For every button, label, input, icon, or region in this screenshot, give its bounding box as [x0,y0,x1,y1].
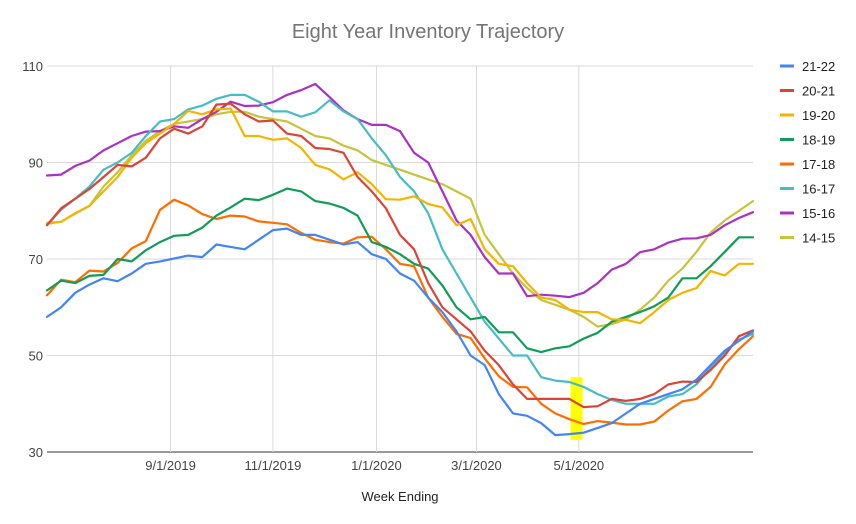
legend-label: 20-21 [802,84,835,99]
y-tick-label: 70 [29,252,43,267]
chart-title: Eight Year Inventory Trajectory [292,21,564,43]
legend-label: 14-15 [802,231,835,246]
x-axis-title: Week Ending [361,489,438,504]
x-tick-label: 1/1/2020 [351,458,402,473]
series-line-16-17 [45,93,755,405]
legend-label: 15-16 [802,206,835,221]
y-tick-label: 90 [29,156,43,171]
legend-label: 17-18 [802,157,835,172]
series-line-14-15 [45,110,755,328]
series-line-15-16 [45,82,755,299]
series-line-20-21 [45,102,755,409]
series-line-17-18 [45,198,755,426]
y-tick-label: 50 [29,349,43,364]
x-tick-label: 5/1/2020 [554,458,605,473]
axes: 30 50 70 90 110 9/1/2019 11/1/2019 1/1/2020 3/1/… [22,59,604,473]
legend-label: 19-20 [802,108,835,123]
y-tick-label: 110 [22,59,43,74]
legend: 21-22 20-21 19-20 18-19 17-18 16-17 15-16 14-15 [780,59,835,246]
y-tick-label: 30 [29,445,43,460]
x-tick-label: 3/1/2020 [451,458,502,473]
x-tick-label: 9/1/2019 [145,458,196,473]
legend-label: 18-19 [802,133,835,148]
highlight-marker [570,377,583,440]
legend-label: 21-22 [802,59,835,74]
legend-label: 16-17 [802,182,835,197]
series-line-18-19 [45,187,755,354]
series-lines [45,82,755,437]
gridlines [47,65,753,453]
series-line-21-22 [45,227,755,437]
series-line-19-20 [45,107,755,325]
highlight-bar [570,377,583,440]
x-tick-label: 11/1/2019 [244,458,301,473]
